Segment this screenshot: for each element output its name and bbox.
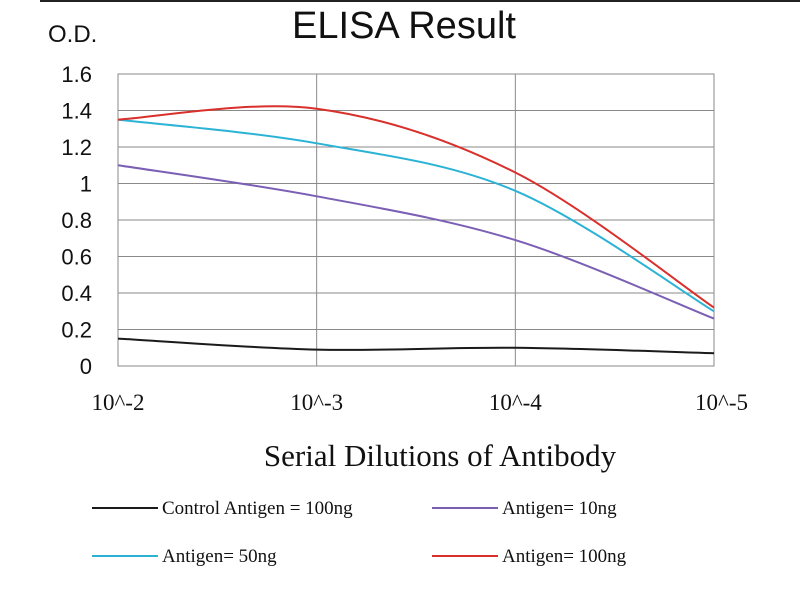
x-axis-label: Serial Dilutions of Antibody — [264, 438, 617, 473]
y-tick-label: 1.6 — [61, 62, 92, 87]
x-tick-label: 10^-2 — [92, 390, 145, 415]
y-tick-label: 0 — [80, 354, 92, 379]
y-tick-label: 0.4 — [61, 281, 92, 306]
series-layer — [117, 105, 715, 355]
legend-label-2: Antigen= 10ng — [502, 498, 617, 519]
x-tick-label: 10^-5 — [695, 390, 748, 415]
legend-label-3: Antigen= 50ng — [162, 546, 277, 567]
x-tick-labels: 10^-2 10^-3 10^-4 10^-5 — [92, 390, 748, 415]
legend-label-4: Antigen= 100ng — [502, 546, 627, 567]
y-tick-label: 0.2 — [61, 318, 92, 343]
legend-label-1: Control Antigen = 100ng — [162, 498, 353, 519]
y-tick-label: 0.8 — [61, 208, 92, 233]
series-line-3 — [117, 118, 715, 313]
series-line-2 — [117, 164, 715, 320]
y-tick-label: 1 — [80, 172, 92, 197]
series-line-1 — [117, 337, 715, 355]
top-border — [40, 0, 800, 2]
x-tick-label: 10^-4 — [489, 390, 542, 415]
y-tick-label: 1.4 — [61, 99, 92, 124]
y-tick-labels: 0 0.2 0.4 0.6 0.8 1 1.2 1.4 1.6 — [61, 62, 92, 379]
legend: Control Antigen = 100ng Antigen= 10ng Anti… — [92, 498, 627, 567]
grid-layer — [117, 73, 715, 367]
x-tick-label: 10^-3 — [290, 390, 343, 415]
y-axis-label: O.D. — [48, 21, 97, 48]
series-line-4 — [117, 105, 715, 309]
y-tick-label: 1.2 — [61, 135, 92, 160]
y-tick-label: 0.6 — [61, 245, 92, 270]
chart-title: ELISA Result — [292, 5, 516, 47]
